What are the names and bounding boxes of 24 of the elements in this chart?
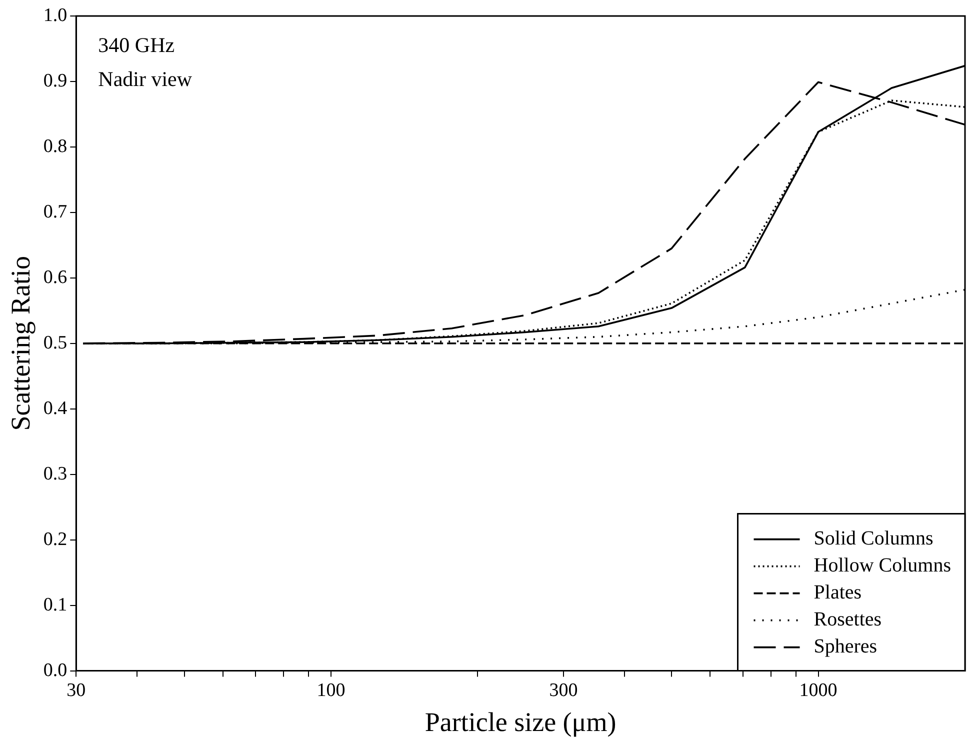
y-tick-label: 0.3 [43,463,68,484]
legend-label: Solid Columns [814,528,934,550]
legend-label: Spheres [814,636,878,658]
y-tick-label: 0.8 [43,136,68,157]
x-tick-label: 30 [66,680,86,702]
x-tick-label: 300 [549,680,578,702]
y-axis-title: Scattering Ratio [5,256,36,431]
annotation: 340 GHz [98,33,175,58]
y-tick-label: 0.0 [43,660,68,681]
x-tick-label: 1000 [799,680,838,702]
y-tick-label: 0.5 [43,332,68,354]
legend-label: Plates [814,582,862,604]
y-tick-label: 0.9 [43,70,68,92]
annotation: Nadir view [98,67,193,92]
y-tick-label: 0.1 [43,594,68,616]
x-tick-label: 100 [316,680,346,702]
x-axis-title: Particle size (μm) [424,706,616,737]
legend-label: Rosettes [814,608,882,631]
legend-label: Hollow Columns [814,554,952,577]
y-tick-label: 0.7 [43,201,68,222]
y-tick-label: 0.6 [43,266,68,288]
y-tick-label: 0.4 [43,398,68,419]
y-tick-label: 0.2 [43,528,68,550]
y-tick-label: 1.0 [43,4,68,26]
